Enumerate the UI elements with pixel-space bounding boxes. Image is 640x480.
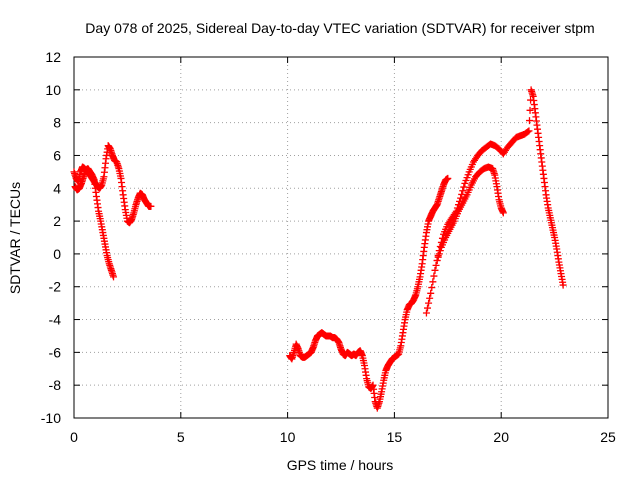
data-points — [70, 86, 567, 412]
data-point — [459, 187, 467, 195]
data-point — [431, 266, 439, 274]
y-tick-label: 12 — [45, 49, 61, 65]
data-point — [110, 273, 118, 281]
data-point — [430, 272, 438, 280]
y-tick-label: 2 — [53, 213, 61, 229]
x-tick-label: 20 — [493, 429, 509, 445]
data-point — [526, 106, 534, 114]
data-point — [427, 289, 435, 297]
data-point — [436, 247, 444, 255]
data-point — [426, 294, 434, 302]
y-axis-label: SDTVAR / TECUs — [7, 182, 23, 294]
data-point — [444, 174, 452, 182]
data-point — [425, 299, 433, 307]
y-tick-label: -6 — [49, 344, 62, 360]
data-point — [429, 278, 437, 286]
y-tick-label: 10 — [45, 82, 61, 98]
series-day-a — [422, 86, 567, 317]
y-tick-label: 4 — [53, 180, 61, 196]
y-tick-label: -4 — [49, 312, 62, 328]
data-point — [499, 209, 507, 217]
data-point — [460, 183, 468, 191]
x-tick-label: 0 — [70, 429, 78, 445]
data-point — [432, 261, 440, 269]
x-tick-label: 15 — [387, 429, 403, 445]
x-tick-label: 5 — [177, 429, 185, 445]
y-tick-label: -2 — [49, 279, 62, 295]
y-tick-label: 6 — [53, 147, 61, 163]
data-point — [435, 250, 443, 258]
data-point — [433, 256, 441, 264]
chart-title: Day 078 of 2025, Sidereal Day-to-day VTE… — [85, 20, 594, 36]
x-axis-label: GPS time / hours — [287, 457, 394, 473]
series-day-b — [433, 163, 507, 264]
data-point — [422, 309, 430, 317]
data-point — [147, 202, 155, 210]
y-tick-label: -10 — [41, 410, 61, 426]
tick-labels: 0 5 10 15 20 25 -10 -8 -6 -4 -2 0 2 4 6 8 10 12 — [41, 49, 616, 445]
y-tick-label: 0 — [53, 246, 61, 262]
data-point — [526, 117, 534, 125]
plot-frame — [73, 56, 609, 419]
data-point — [424, 304, 432, 312]
y-tick-label: 8 — [53, 115, 61, 131]
data-point — [525, 127, 533, 135]
series-night — [286, 174, 452, 412]
data-point — [559, 281, 567, 289]
x-tick-label: 25 — [600, 429, 616, 445]
y-tick-label: -8 — [49, 377, 62, 393]
data-point — [524, 128, 532, 136]
grid — [74, 57, 608, 418]
series-early-lower — [71, 165, 118, 281]
x-tick-label: 10 — [280, 429, 296, 445]
axes — [73, 56, 609, 419]
data-point — [434, 253, 442, 261]
data-point — [428, 284, 436, 292]
